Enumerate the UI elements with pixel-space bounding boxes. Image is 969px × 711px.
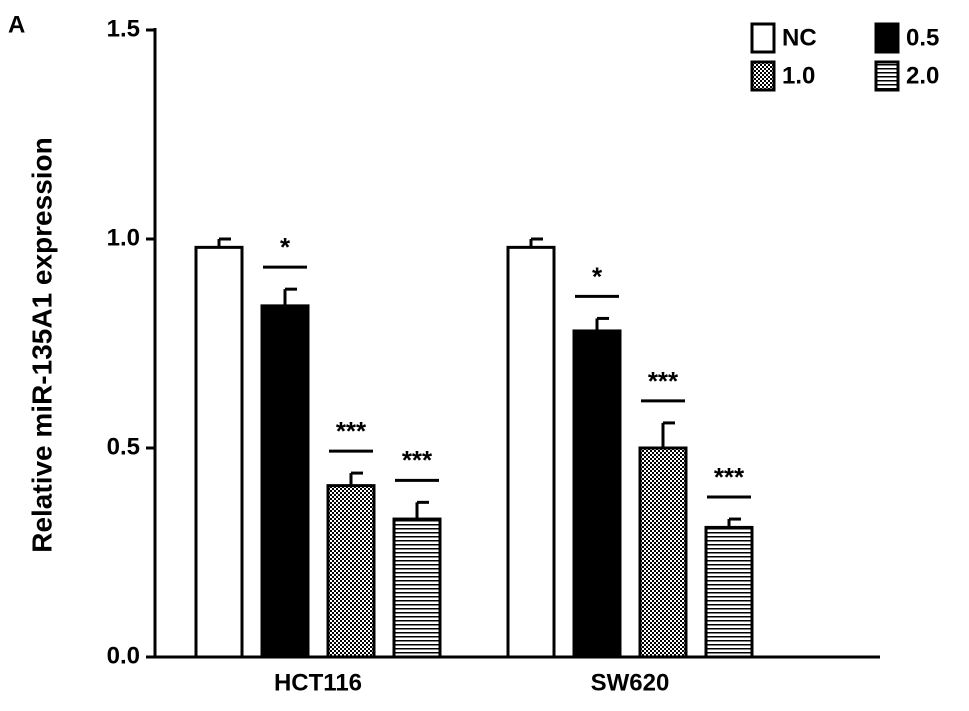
legend-label: 1.0 — [782, 62, 815, 89]
legend-label: 0.5 — [906, 24, 939, 51]
x-tick-label: SW620 — [591, 669, 670, 696]
legend-swatch — [750, 60, 776, 92]
significance-label: *** — [714, 462, 745, 492]
x-tick-label: HCT116 — [274, 669, 362, 696]
bar — [704, 525, 754, 659]
y-tick-label: 0.5 — [107, 433, 140, 460]
bar — [194, 245, 244, 659]
y-tick-label: 1.5 — [107, 15, 140, 42]
legend-swatch — [750, 22, 776, 54]
bar — [392, 517, 442, 659]
significance-label: *** — [336, 416, 367, 446]
significance-label: *** — [402, 445, 433, 475]
y-tick-label: 1.0 — [107, 224, 140, 251]
y-axis-label: Relative miR-135A1 expression — [26, 137, 57, 553]
bar — [506, 245, 556, 659]
bar — [260, 304, 310, 659]
panel-label: A — [8, 11, 25, 38]
y-tick-label: 0.0 — [107, 642, 140, 669]
legend-swatch — [874, 22, 900, 54]
significance-label: *** — [648, 366, 679, 396]
legend-swatch — [874, 60, 900, 92]
legend-label: 2.0 — [906, 62, 939, 89]
bar — [638, 446, 688, 659]
bar — [326, 484, 376, 659]
bar — [572, 329, 622, 659]
significance-label: * — [592, 261, 603, 291]
legend-label: NC — [782, 24, 817, 51]
significance-label: * — [280, 232, 291, 262]
